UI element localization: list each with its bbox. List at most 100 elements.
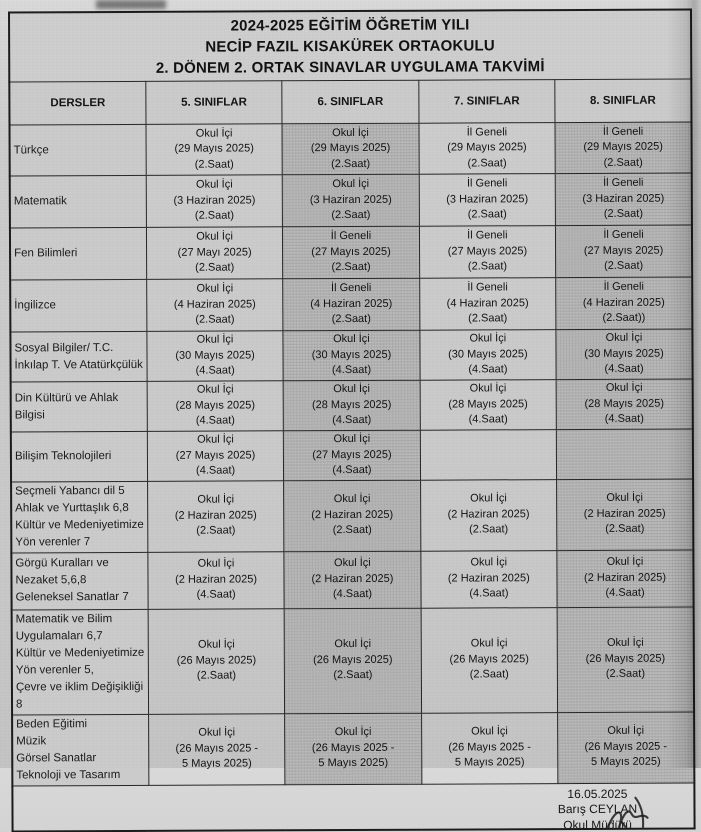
subject-cell: Sosyal Bilgiler/ T.C. İnkılap T. Ve Atat… — [10, 331, 148, 382]
exam-cell-line: (29 Mayıs 2025) — [583, 140, 663, 154]
exam-cell: Okul İçi (26 Mayıs 2025 - 5 Mayıs 2025) — [148, 713, 286, 785]
exam-cell-line: (27 Mayıs 2025) — [311, 245, 391, 258]
exam-cell-line: (2.Saat) — [332, 524, 372, 537]
exam-cell-line: (27 Mayıs 2025) — [175, 448, 256, 462]
exam-cell-line: (2 Haziran 2025) — [584, 571, 667, 584]
handwritten-signature — [604, 796, 649, 831]
exam-cell: Okul İçi (2 Haziran 2025) (2.Saat) — [556, 478, 694, 551]
exam-cell: Okul İçi (4 Haziran 2025) (2.Saat) — [146, 278, 284, 332]
exam-cell-line: (2.Saat) — [331, 157, 371, 170]
exam-cell-line: Okul İçi — [333, 432, 371, 446]
exam-cell-line: Okul İçi — [470, 637, 508, 650]
exam-cell-line: Okul İçi — [332, 126, 369, 139]
exam-cell-line: Okul İçi — [333, 493, 371, 506]
exam-cell-line: (2 Haziran 2025) — [174, 509, 257, 522]
exam-cell: Okul İçi (26 Mayıs 2025) (2.Saat) — [420, 607, 558, 713]
subject-line: Çevre ve iklim Değişikliği 8 — [15, 680, 144, 710]
exam-cell-line: (2.Saat) — [469, 668, 509, 681]
exam-cell-line: (2.Saat)) — [602, 311, 646, 325]
exam-cell-line: Okul İçi — [607, 724, 645, 738]
column-header-6-siniflar: 6. SINIFLAR — [282, 80, 419, 124]
exam-cell-line: (3 Haziran 2025) — [309, 193, 392, 206]
exam-cell-line: Okul İçi — [195, 127, 233, 140]
table-row: Matematik Okul İçi (3 Haziran 2025) (2.Saat… — [9, 173, 692, 228]
exam-cell-line: (4 Haziran 2025) — [582, 296, 665, 309]
exam-cell-line: (4.Saat) — [468, 413, 508, 426]
exam-cell-line: (30 Mayıs 2025) — [448, 347, 528, 361]
exam-cell-line: (2.Saat) — [196, 669, 237, 682]
exam-cell — [556, 429, 694, 480]
exam-cell: Okul İçi (3 Haziran 2025) (2.Saat) — [146, 174, 283, 228]
exam-cell-line: (26 Mayıs 2025) — [449, 652, 529, 666]
exam-cell-line: (2.Saat) — [603, 207, 644, 221]
exam-cell-line: (4.Saat) — [195, 364, 235, 377]
exam-cell: Okul İçi (27 Mayıs 2025) (4.Saat) — [147, 430, 284, 481]
exam-cell-line: (4.Saat) — [604, 362, 644, 376]
exam-cell-line: (28 Mayıs 2025) — [448, 397, 528, 411]
exam-cell-line: İl Geneli — [330, 282, 372, 295]
exam-cell-line: (27 Mayıs 2025) — [312, 448, 392, 461]
exam-cell-line: İl Geneli — [603, 228, 644, 242]
exam-cell-line: (26 Mayıs 2025) — [176, 654, 257, 667]
subject-line: Türkçe — [13, 143, 49, 156]
exam-cell-line: Okul İçi — [606, 491, 644, 505]
subject-line: Ahlak ve Yurttaşlık 6,8 — [15, 501, 129, 514]
exam-cell-line: (4.Saat) — [331, 364, 372, 377]
exam-cell: Okul İçi (2 Haziran 2025) (2.Saat) — [283, 479, 421, 552]
exam-cell: Okul İçi (2 Haziran 2025) (2.Saat) — [147, 480, 285, 552]
exam-cell-line: (2.Saat) — [467, 208, 507, 221]
subject-cell: Görgü Kuralları ve Nezaket 5,6,8 Geleneks… — [11, 551, 149, 610]
exam-cell: Okul İçi (29 Mayıs 2025) (2.Saat) — [145, 123, 283, 176]
table-row: Beden Eğitimi Müzik Görsel Sanatlar Teknolo… — [12, 711, 695, 786]
exam-cell-line: (30 Mayıs 2025) — [175, 349, 255, 362]
exam-cell-line: (4.Saat) — [468, 363, 508, 376]
exam-cell: Okul İçi (30 Mayıs 2025) (4.Saat) — [555, 329, 693, 380]
exam-cell-line: (2.Saat) — [605, 522, 645, 536]
exam-cell-line: (2 Haziran 2025) — [311, 508, 394, 521]
exam-cell: Okul İçi (26 Mayıs 2025) (2.Saat) — [557, 606, 695, 713]
exam-cell-line: 5 Mayıs 2025) — [181, 757, 252, 770]
exam-cell-line: Okul İçi — [334, 638, 372, 651]
subject-line: Görsel Sanatlar — [16, 751, 97, 764]
exam-cell-line: İl Geneli — [466, 126, 508, 139]
exam-cell: İl Geneli (27 Mayıs 2025) (2.Saat) — [419, 225, 556, 279]
exam-schedule-table: 2024-2025 EĞİTİM ÖĞRETİM YILI NECİP FAZI… — [8, 8, 696, 832]
exam-cell-line: (27 Mayıs 2025) — [583, 244, 664, 257]
subject-line: Müzik — [16, 734, 47, 747]
exam-cell-line: (28 Mayıs 2025) — [311, 398, 392, 411]
exam-cell-line: (2.Saat) — [195, 313, 235, 326]
exam-cell-line: 5 Mayıs 2025) — [590, 755, 661, 769]
exam-cell: Okul İçi (2 Haziran 2025) (4.Saat) — [556, 549, 694, 608]
exam-cell-line: (26 Mayıs 2025) — [585, 652, 666, 665]
exam-cell-line: (29 Mayıs 2025) — [310, 142, 391, 155]
exam-cell-line: (2.Saat) — [331, 209, 371, 222]
exam-cell-line: (4.Saat) — [332, 414, 372, 427]
exam-cell-line: (3 Haziran 2025) — [173, 194, 256, 207]
exam-cell: Okul İçi (26 Mayıs 2025 - 5 Mayıs 2025) — [557, 711, 695, 784]
title-line-3: 2. DÖNEM 2. ORTAK SINAVLAR UYGULAMA TAKV… — [155, 57, 545, 77]
exam-cell-line: (30 Mayıs 2025) — [584, 347, 664, 360]
exam-cell-line: (2.Saat) — [195, 261, 235, 274]
exam-cell: Okul İçi (28 Mayıs 2025) (4.Saat) — [419, 379, 557, 431]
exam-cell-line: (2.Saat) — [196, 524, 236, 537]
subject-line: İngilizce — [14, 299, 56, 312]
subject-line: Beden Eğitimi — [16, 717, 88, 730]
exam-cell-line: Okul İçi — [197, 493, 235, 506]
exam-cell: Okul İçi (26 Mayıs 2025) (2.Saat) — [148, 608, 285, 714]
exam-cell-line: (3 Haziran 2025) — [446, 192, 529, 206]
exam-cell-line: İl Geneli — [466, 177, 508, 190]
exam-cell: Okul İçi (27 Mayıs 2025) (4.Saat) — [283, 430, 421, 481]
schedule-body: Türkçe Okul İçi (29 Mayıs 2025) (2.Saat) Oku… — [9, 122, 695, 786]
exam-cell-line: (4 Haziran 2025) — [173, 298, 256, 311]
exam-cell-line: (26 Mayıs 2025 - — [448, 740, 531, 754]
exam-cell-line: (2 Haziran 2025) — [447, 571, 530, 585]
subject-line: Görgü Kuralları ve Nezaket 5,6,8 — [15, 557, 109, 587]
subject-line: Matematik ve Bilim Uygulamaları 6,7 — [15, 612, 113, 642]
exam-cell: Okul İçi (30 Mayıs 2025) (4.Saat) — [146, 330, 284, 382]
table-row: Seçmeli Yabancı dil 5 Ahlak ve Yurttaşlık… — [11, 478, 694, 553]
exam-cell-line: Okul İçi — [334, 726, 372, 739]
exam-cell: İl Geneli (4 Haziran 2025) (2.Saat)) — [555, 277, 693, 330]
approval-area: 16.05.2025 Barış CEYLAN Okul Müdürü — [12, 782, 695, 831]
exam-cell-line: (27 Mayıs 2025) — [447, 244, 528, 258]
exam-cell-line: (28 Mayıs 2025) — [584, 397, 665, 410]
